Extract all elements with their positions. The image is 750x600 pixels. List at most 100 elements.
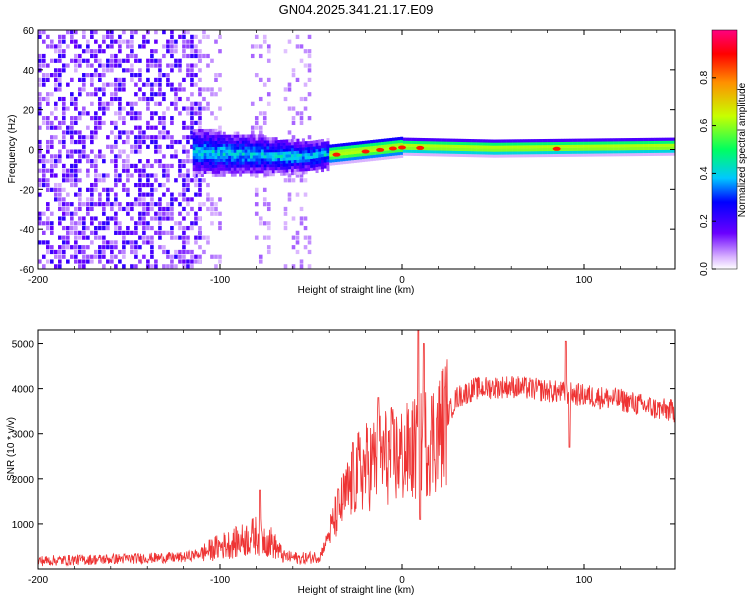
signal-cell	[206, 143, 210, 148]
noise-cell	[58, 221, 62, 226]
signal-cell	[337, 143, 341, 147]
noise-cell	[38, 154, 42, 159]
noise-cell	[94, 225, 98, 231]
signal-cell	[569, 150, 573, 154]
signal-cell	[241, 170, 245, 174]
noise-cell	[170, 192, 174, 197]
signal-cell	[301, 156, 305, 160]
noise-cell	[170, 39, 174, 44]
signal-cell	[326, 167, 330, 172]
signal-cell	[228, 170, 232, 174]
noise-cell	[74, 206, 78, 212]
noise-cell	[134, 135, 138, 140]
signal-cell	[198, 132, 202, 136]
noise-cell	[122, 264, 126, 269]
signal-cell	[236, 143, 240, 147]
signal-cell	[443, 153, 447, 157]
noise-cell	[50, 25, 54, 29]
signal-cell	[454, 144, 458, 148]
signal-cell	[656, 146, 660, 150]
signal-cell	[217, 161, 221, 165]
noise-cell	[74, 249, 78, 255]
signal-cell	[602, 138, 606, 142]
sparse-noise-cell	[214, 211, 218, 216]
signal-cell	[222, 146, 226, 150]
noise-cell	[186, 202, 190, 207]
noise-cell	[122, 187, 126, 192]
noise-cell	[162, 192, 166, 197]
noise-cell	[182, 106, 186, 111]
signal-cell	[293, 162, 297, 166]
noise-cell	[54, 77, 58, 82]
sparse-noise-cell	[262, 82, 267, 87]
signal-cell	[531, 145, 535, 149]
signal-cell	[599, 150, 603, 154]
signal-cell	[296, 144, 300, 148]
signal-cell	[225, 137, 229, 141]
signal-cell	[561, 144, 565, 148]
signal-cell	[381, 150, 385, 154]
noise-cell	[170, 53, 174, 59]
sparse-noise-cell	[202, 87, 206, 92]
noise-cell	[190, 120, 194, 126]
signal-cell	[542, 153, 546, 158]
signal-cell	[654, 152, 658, 156]
signal-cell	[233, 137, 237, 141]
noise-cell	[122, 206, 126, 212]
signal-cell	[640, 152, 644, 157]
signal-cell	[337, 149, 341, 153]
noise-cell	[114, 53, 118, 59]
signal-cell	[539, 147, 543, 152]
noise-cell	[98, 25, 102, 29]
sparse-noise-cell	[299, 206, 304, 212]
signal-cell	[446, 138, 450, 142]
noise-cell	[42, 230, 46, 235]
signal-cell	[490, 148, 494, 152]
signal-cell	[356, 153, 360, 157]
sparse-noise-cell	[291, 116, 296, 121]
signal-cell	[258, 137, 262, 141]
signal-cell	[656, 140, 660, 144]
signal-cell	[580, 150, 584, 154]
noise-cell	[166, 249, 170, 255]
noise-cell	[42, 211, 46, 216]
signal-cell	[640, 143, 644, 148]
noise-cell	[62, 39, 66, 44]
signal-cell	[427, 144, 431, 148]
noise-cell	[86, 211, 90, 216]
signal-cell	[255, 137, 259, 141]
signal-cell	[468, 150, 472, 155]
noise-cell	[42, 39, 46, 44]
signal-cell	[460, 141, 464, 146]
signal-cell	[290, 168, 294, 173]
signal-cell	[263, 143, 267, 147]
signal-cell	[244, 164, 248, 168]
colorbar-label: Normalized spectral amplitude	[737, 82, 748, 217]
signal-cell	[659, 143, 663, 147]
signal-cell	[648, 152, 652, 156]
signal-cell	[651, 137, 655, 142]
noise-cell	[142, 96, 146, 102]
colorbar: 0.00.20.40.60.8 Normalized spectral ampl…	[699, 29, 748, 276]
signal-cell	[624, 141, 628, 145]
noise-cell	[170, 63, 174, 68]
signal-cell	[233, 140, 237, 144]
noise-cell	[46, 101, 50, 106]
signal-cell	[386, 144, 390, 148]
signal-cell	[312, 155, 316, 159]
noise-cell	[166, 49, 170, 54]
signal-cell	[266, 149, 270, 153]
signal-cell	[307, 161, 311, 166]
signal-cell	[372, 154, 376, 158]
noise-cell	[110, 254, 114, 259]
noise-cell	[114, 111, 118, 116]
signal-cell	[290, 165, 294, 170]
signal-cell	[520, 142, 524, 146]
signal-cell	[596, 144, 600, 148]
noise-cell	[126, 159, 130, 164]
signal-cell	[411, 152, 415, 156]
signal-cell	[274, 143, 278, 147]
noise-cell	[70, 254, 74, 259]
signal-cell	[345, 142, 349, 146]
noise-cell	[42, 168, 46, 173]
